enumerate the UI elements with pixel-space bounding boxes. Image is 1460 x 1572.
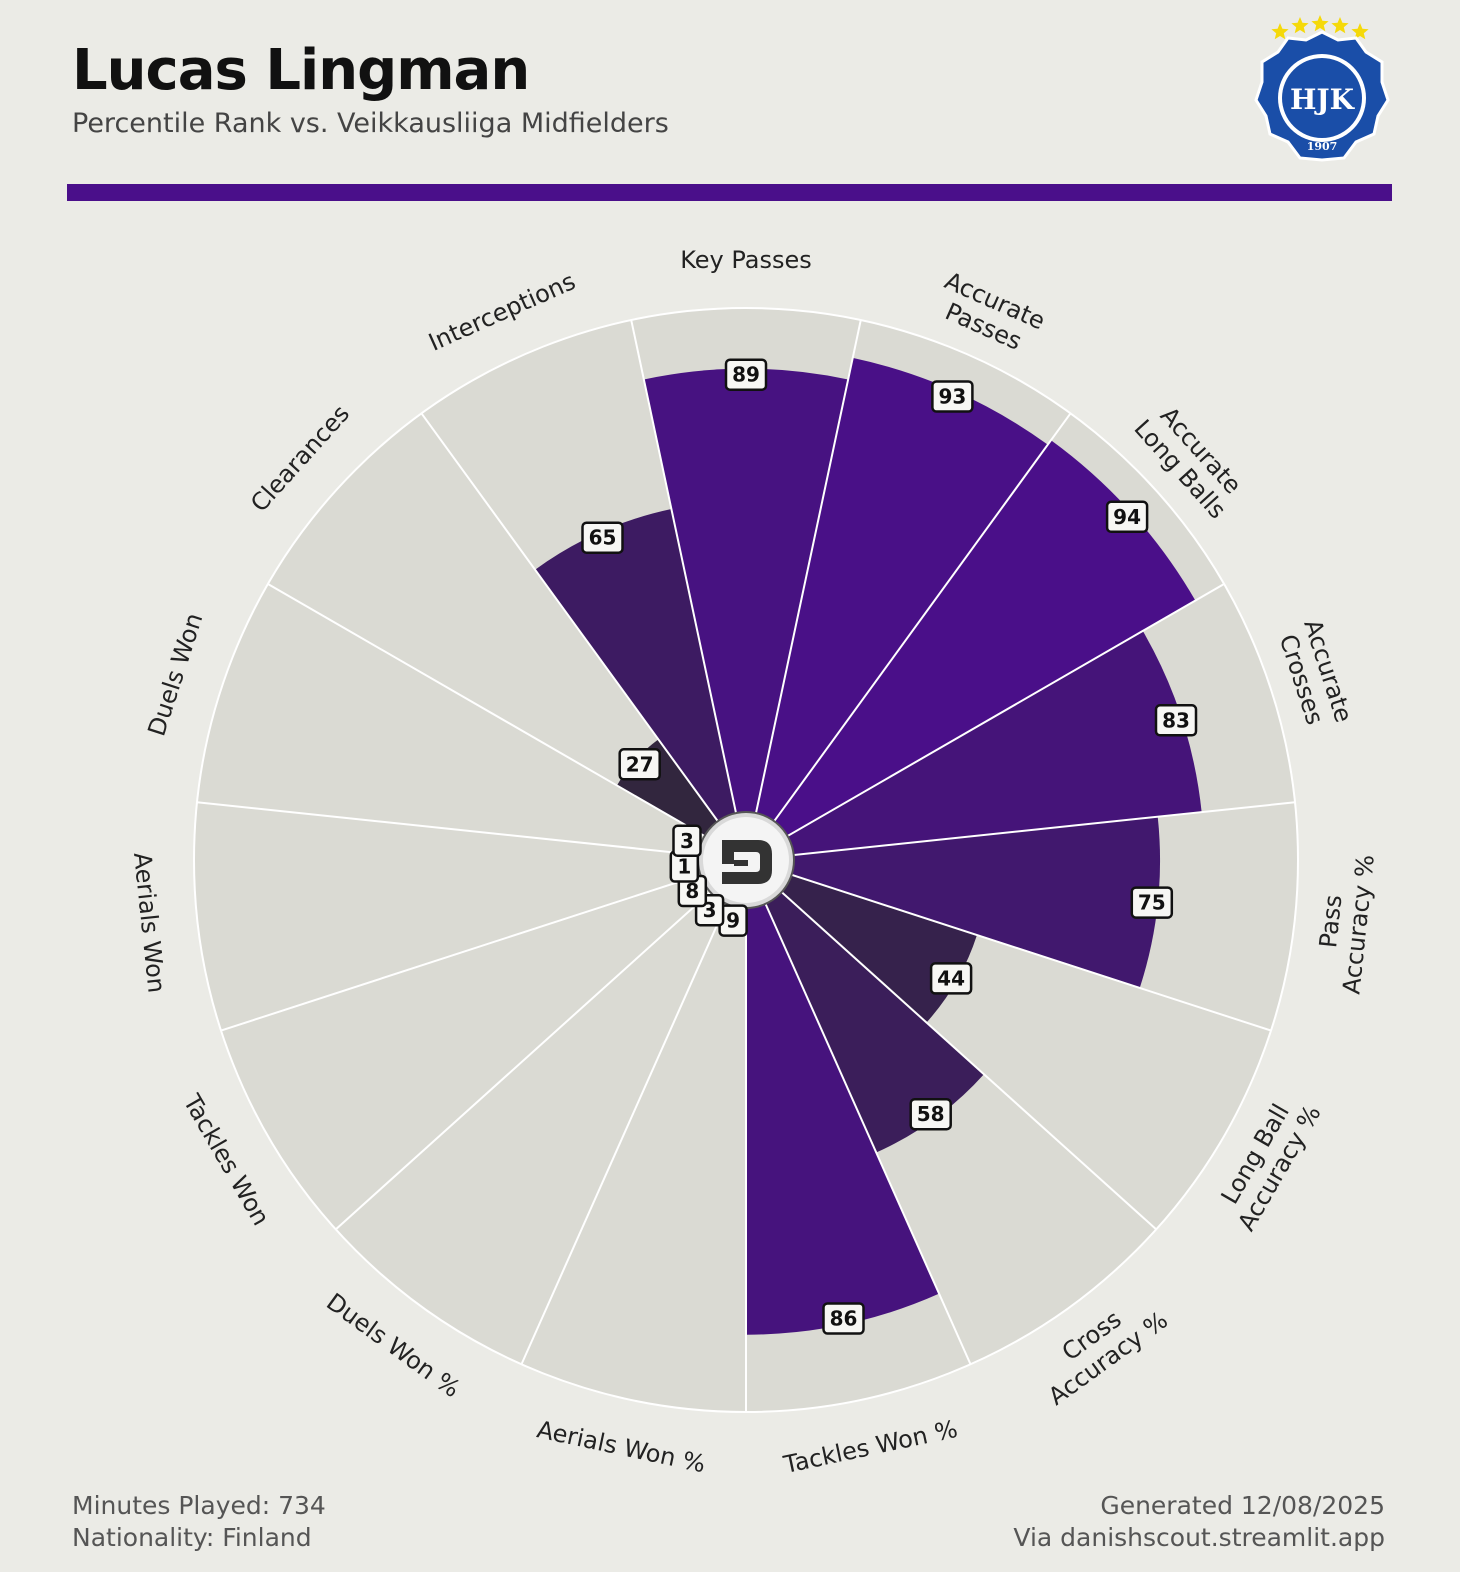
value-label: 58 <box>909 1097 952 1131</box>
crest-year: 1907 <box>1307 140 1338 153</box>
slice-divider <box>196 801 747 861</box>
slice-background <box>221 860 746 1230</box>
outer-ring <box>193 307 1299 1413</box>
star-icon <box>1331 17 1349 34</box>
star-icon <box>1311 15 1329 32</box>
slice-divider <box>745 583 1225 861</box>
slice-divider <box>630 319 747 861</box>
svg-text:65: 65 <box>589 526 617 550</box>
footer-left: Minutes Played: 734 Nationality: Finland <box>72 1490 326 1554</box>
value-label: 75 <box>1130 886 1174 919</box>
category-label: PassAccuracy % <box>1310 850 1380 995</box>
slice-divider <box>745 801 1296 861</box>
data-slice <box>746 860 984 1153</box>
value-label: 9 <box>718 904 748 937</box>
data-slice <box>643 368 849 860</box>
data-slice <box>746 630 1202 860</box>
svg-text:9: 9 <box>726 909 740 933</box>
minutes-played: Minutes Played: 734 <box>72 1491 326 1520</box>
slice-dividers <box>193 307 1299 1413</box>
data-slice <box>746 357 1048 860</box>
category-label: Key Passes <box>680 246 812 274</box>
star-icon <box>1271 23 1289 40</box>
slice-background <box>197 584 746 860</box>
data-slice <box>746 860 977 1023</box>
category-label: Duels Won <box>142 610 208 740</box>
header-divider <box>67 184 1392 201</box>
center-badge <box>697 811 795 909</box>
slice-background <box>193 802 746 1031</box>
svg-text:1: 1 <box>677 855 691 879</box>
slice-background <box>521 860 746 1412</box>
svg-text:75: 75 <box>1138 891 1166 915</box>
svg-text:44: 44 <box>937 966 965 990</box>
value-label: 27 <box>618 748 661 781</box>
source-link: Via danishscout.streamlit.app <box>1013 1523 1385 1552</box>
category-label: Aerials Won % <box>535 1415 709 1478</box>
value-label: 65 <box>581 521 624 554</box>
slice-divider <box>420 412 747 861</box>
svg-text:89: 89 <box>732 363 760 387</box>
crest-text: HJK <box>1290 83 1356 116</box>
data-slice <box>535 509 746 860</box>
category-label: Aerials Won <box>128 851 171 994</box>
slice-divider <box>745 319 862 861</box>
slice-divider <box>220 859 747 1032</box>
svg-text:8: 8 <box>685 879 699 903</box>
category-label: AccurateCrosses <box>1272 616 1358 734</box>
svg-text:3: 3 <box>680 829 694 853</box>
svg-text:83: 83 <box>1162 708 1190 732</box>
svg-text:94: 94 <box>1113 505 1141 529</box>
hjk-crest-icon: HJK 1907 <box>1254 15 1390 162</box>
page-subtitle: Percentile Rank vs. Veikkausliiga Midfie… <box>72 108 669 139</box>
data-slices <box>535 357 1202 1335</box>
page-title: Lucas Lingman <box>72 38 530 103</box>
value-label: 83 <box>1154 704 1198 737</box>
value-label: 44 <box>929 962 973 995</box>
slice-divider <box>745 412 1072 861</box>
data-slice <box>746 860 940 1335</box>
data-slice <box>746 440 1196 860</box>
slice-divider <box>520 859 747 1365</box>
generated-date: Generated 12/08/2025 <box>1100 1491 1385 1520</box>
slice-divider <box>335 859 747 1231</box>
star-icon <box>1351 23 1369 40</box>
value-label: 94 <box>1105 500 1149 534</box>
slice-divider <box>745 859 1272 1032</box>
value-label: 89 <box>724 358 768 391</box>
svg-text:58: 58 <box>917 1102 945 1126</box>
footer-right: Generated 12/08/2025 Via danishscout.str… <box>1013 1490 1385 1554</box>
slice-background <box>335 860 746 1365</box>
slice-divider <box>745 859 972 1365</box>
svg-text:86: 86 <box>830 1307 858 1331</box>
value-label: 86 <box>822 1302 865 1335</box>
svg-text:93: 93 <box>938 385 966 409</box>
value-label: 93 <box>931 380 974 413</box>
value-label: 3 <box>672 824 702 858</box>
data-slice <box>746 816 1160 988</box>
slice-divider <box>745 859 1157 1231</box>
star-icon <box>1291 17 1309 34</box>
value-label: 1 <box>669 850 700 883</box>
nationality: Nationality: Finland <box>72 1523 312 1552</box>
slice-divider <box>267 583 747 861</box>
site-logo-icon <box>722 840 772 884</box>
svg-text:27: 27 <box>626 752 654 776</box>
category-label: Tackles Won % <box>780 1415 960 1479</box>
